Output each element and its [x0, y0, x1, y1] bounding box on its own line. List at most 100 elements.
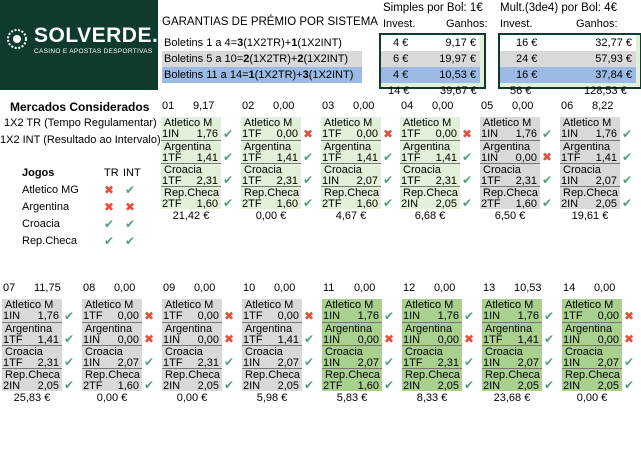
boletin-line: Atletico M 1TF 0,00 [242, 299, 302, 322]
boletin-line: Argentina 1IN 0,00 [480, 140, 540, 164]
bet-option: 2IN [3, 380, 21, 392]
boletin-card: Atletico M 1TF 0,00 Argentina 1IN 0,00 Croacia… [82, 299, 142, 392]
boletin-line: Croacia 1IN 2,07 [321, 163, 381, 187]
bet-option: 1TF [243, 310, 263, 322]
check-icon: ✔ [124, 217, 136, 231]
odd-value: 2,07 [517, 357, 539, 369]
team-name: Rep.Checa [164, 187, 220, 199]
boletin-line: Rep.Checa 2TF 1,60 [321, 186, 381, 210]
check-icon: ✔ [222, 150, 234, 164]
bet-option: 1IN [322, 175, 340, 187]
boletin-number: 03 [322, 100, 335, 112]
odd-value: 1,76 [517, 310, 539, 322]
boletin-value: 0,00 [273, 100, 295, 112]
check-icon: ✔ [463, 355, 475, 369]
check-icon: ✔ [222, 196, 234, 210]
boletin-value: 0,00 [354, 282, 376, 294]
boletin-value: 0,00 [194, 282, 216, 294]
odd-value: 1,41 [277, 334, 299, 346]
boletin-value: 9,17 [193, 100, 215, 112]
bet-option: 1TF [3, 334, 23, 346]
team-name: Rep.Checa [245, 369, 301, 381]
cross-icon: ✖ [143, 309, 155, 323]
boletin-total: 0,00 € [96, 392, 128, 404]
odd-value: 2,31 [435, 175, 457, 187]
mult-total-ganhos: 128,53 € [584, 85, 627, 97]
check-icon: ✔ [541, 196, 553, 210]
boletin-line: Argentina 1TF 1,41 [241, 140, 301, 164]
odd-value: 2,31 [196, 175, 218, 187]
simples-title: Simples por Bol: 1€ [383, 2, 483, 14]
team-name: Rep.Checa [165, 369, 221, 381]
boletin-line: Rep.Checa 2IN 2,05 [402, 368, 462, 392]
odd-value: 2,05 [595, 198, 617, 210]
team-name: Argentina [245, 323, 293, 335]
boletin-card: Atletico M 1TF 0,00 Argentina 1TF 1,41 Croacia… [400, 117, 460, 210]
bet-option: 2IN [561, 198, 579, 210]
bet-option: 2TF [322, 198, 342, 210]
cross-icon: ✖ [223, 332, 235, 346]
check-icon: ✔ [461, 196, 473, 210]
bet-option: 1TF [401, 152, 421, 164]
boletin-line: Croacia 1IN 2,07 [322, 345, 382, 369]
brand-logo: SOLVERDE.PT CASINO E APOSTAS DESPORTIVAS [0, 0, 186, 90]
check-icon: ✔ [303, 332, 315, 346]
cross-icon: ✖ [463, 332, 475, 346]
odd-value: 0,00 [356, 128, 378, 140]
odd-value: 2,05 [197, 380, 219, 392]
bet-option: 2IN [403, 380, 421, 392]
odd-value: 2,07 [117, 357, 139, 369]
boletin-card: Atletico M 1IN 1,76 Argentina 1TF 1,41 Croacia… [2, 299, 62, 392]
bet-option: 1IN [323, 357, 341, 369]
check-icon: ✔ [463, 378, 475, 392]
bet-option: 1TF [401, 175, 421, 187]
boletin-total: 25,83 € [13, 392, 51, 404]
check-icon: ✔ [543, 332, 555, 346]
check-icon: ✔ [303, 355, 315, 369]
odd-value: 1,60 [276, 198, 298, 210]
check-icon: ✔ [463, 309, 475, 323]
team-name: Croacia [324, 164, 362, 176]
team-name: Atletico M [85, 299, 134, 311]
boletin-line: Croacia 1TF 2,31 [161, 163, 221, 187]
odd-value: 1,41 [356, 152, 378, 164]
brand-tagline: CASINO E APOSTAS DESPORTIVAS [34, 48, 153, 55]
odd-value: 2,31 [37, 357, 59, 369]
check-icon: ✔ [621, 196, 633, 210]
odd-value: 2,05 [597, 380, 619, 392]
boletin-card: Atletico M 1TF 0,00 Argentina 1IN 0,00 Croacia… [562, 299, 622, 392]
bet-option: 1IN [243, 357, 261, 369]
team-name: Argentina [244, 141, 292, 153]
boletin-total: 6,68 € [414, 210, 446, 222]
bet-option: 1IN [3, 310, 21, 322]
team-name: Croacia [565, 346, 603, 358]
check-icon: ✔ [383, 378, 395, 392]
simples-box: 4 €9,17 € 6 €19,97 € 4 €10,53 € [379, 33, 486, 89]
bet-option: 1IN [323, 310, 341, 322]
boletin-line: Rep.Checa 2TF 1,60 [161, 186, 221, 210]
bet-option: 1IN [563, 357, 581, 369]
odd-value: 1,41 [37, 334, 59, 346]
boletin-line: Croacia 1TF 2,31 [162, 345, 222, 369]
team-name: Argentina [483, 141, 531, 153]
team-name: Atletico M [325, 299, 374, 311]
bet-option: 1TF [162, 152, 182, 164]
bet-option: 1TF [322, 152, 342, 164]
simples-total-invest: 14 € [388, 85, 410, 97]
boletin-number: 01 [162, 100, 175, 112]
boletin-line: Rep.Checa 2TF 1,60 [322, 368, 382, 392]
cross-icon: ✖ [383, 332, 395, 346]
jogos-col-int: INT [123, 167, 141, 179]
bet-option: 1TF [403, 357, 423, 369]
bet-option: 1IN [563, 334, 581, 346]
simples-row: 4 €10,53 € [381, 67, 480, 83]
team-name: Argentina [563, 141, 611, 153]
boletin-line: Rep.Checa 2IN 2,05 [400, 186, 460, 210]
boletin-value: 10,53 [514, 282, 542, 294]
odd-value: 0,00 [197, 334, 219, 346]
boletin-line: Atletico M 1IN 1,76 [480, 117, 540, 140]
boletin-card: Atletico M 1TF 0,00 Argentina 1TF 1,41 Croacia… [321, 117, 381, 210]
boletin-line: Rep.Checa 2TF 1,60 [480, 186, 540, 210]
mult-row: 16 €37,84 € [500, 67, 636, 83]
boletin-line: Argentina 1TF 1,41 [161, 140, 221, 164]
